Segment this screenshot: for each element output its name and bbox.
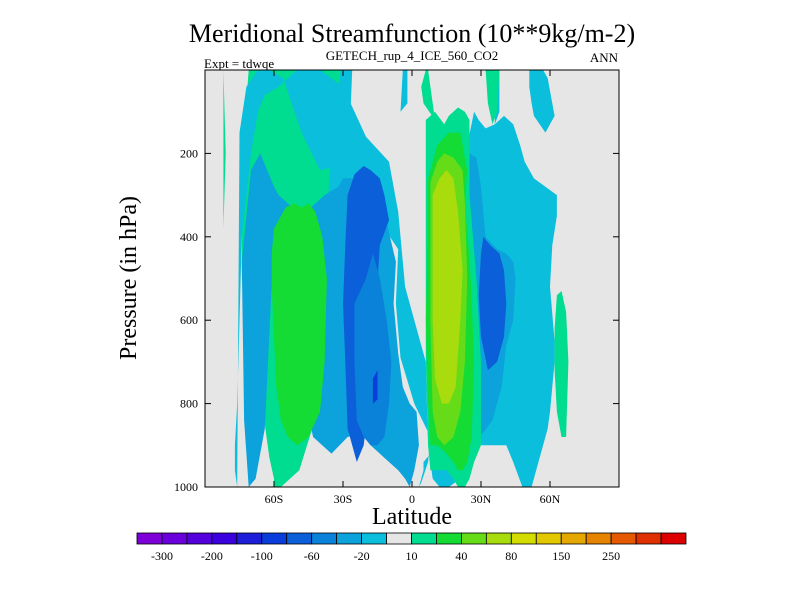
contour-region-17 [421, 70, 435, 120]
colorbar-swatch [436, 532, 462, 545]
colorbar-swatch [186, 532, 213, 545]
colorbar-label: -20 [354, 549, 370, 563]
x-tick-label: 60N [540, 492, 561, 506]
contour-region-9 [400, 70, 408, 112]
contour-region-11 [529, 70, 555, 133]
colorbar-swatch [311, 532, 338, 545]
x-axis-ticks: 60S 30S 0 30N 60N [265, 70, 561, 506]
contour-region-6 [354, 253, 392, 446]
y-tick-label: 200 [180, 146, 198, 160]
y-tick-label: 1000 [174, 480, 198, 494]
contour-region-18 [485, 70, 500, 125]
colorbar-swatch [211, 532, 238, 545]
contour-region-19 [554, 291, 569, 437]
contour-regions [223, 70, 569, 487]
colorbar-swatch [386, 532, 412, 545]
x-axis-label: Latitude [372, 504, 452, 530]
contour-region-8 [372, 370, 378, 404]
colorbar-label: 40 [455, 549, 467, 563]
contour-region-16 [271, 203, 327, 446]
y-tick-label: 600 [180, 313, 198, 327]
contour-region-7 [478, 236, 507, 371]
colorbar-swatch [510, 532, 537, 545]
colorbar-swatch [635, 532, 662, 545]
chart-title: Meridional Streamfunction (10**9kg/m-2) [189, 19, 635, 48]
colorbar-swatch [161, 532, 188, 545]
colorbar-label: 10 [406, 549, 418, 563]
x-tick-label: 30S [334, 492, 353, 506]
colorbar-swatch [286, 532, 313, 545]
y-axis-ticks: 200 400 600 800 1000 [174, 146, 619, 494]
colorbar-swatch [411, 532, 437, 545]
colorbar-labels: -300 -200 -100 -60 -20 10 40 80 150 250 [151, 549, 620, 563]
colorbar-swatch [361, 532, 387, 545]
colorbar-swatch [136, 532, 163, 545]
colorbar-swatch [535, 532, 562, 545]
colorbar-label: -200 [201, 549, 223, 563]
contour-region-0 [223, 70, 226, 229]
contour-region-15 [432, 170, 463, 404]
x-tick-label: 0 [409, 492, 415, 506]
chart-subtitle: GETECH_rup_4_ICE_560_CO2 [326, 48, 499, 63]
colorbar-swatch [236, 532, 263, 545]
y-tick-label: 800 [180, 397, 198, 411]
colorbar-label: 250 [602, 549, 620, 563]
colorbar-swatch [660, 532, 687, 545]
season-annotation: ANN [590, 50, 619, 65]
colorbar-label: -60 [304, 549, 320, 563]
y-axis-label: Pressure (in hPa) [116, 196, 142, 360]
colorbar-label: 80 [505, 549, 517, 563]
colorbar-label: -300 [151, 549, 173, 563]
colorbar-label: 150 [552, 549, 570, 563]
colorbar-swatch [336, 532, 362, 545]
colorbar-swatch [261, 532, 288, 545]
colorbar-swatch [560, 532, 587, 545]
colorbar-label: -100 [251, 549, 273, 563]
x-tick-label: 60S [265, 492, 284, 506]
y-tick-label: 400 [180, 230, 198, 244]
colorbar-swatch [585, 532, 612, 545]
colorbar [136, 532, 687, 545]
colorbar-swatch [485, 532, 512, 545]
experiment-annotation: Expt = tdwqe [204, 56, 274, 71]
colorbar-swatch [461, 532, 487, 545]
colorbar-swatch [610, 532, 637, 545]
x-tick-label: 30N [471, 492, 492, 506]
